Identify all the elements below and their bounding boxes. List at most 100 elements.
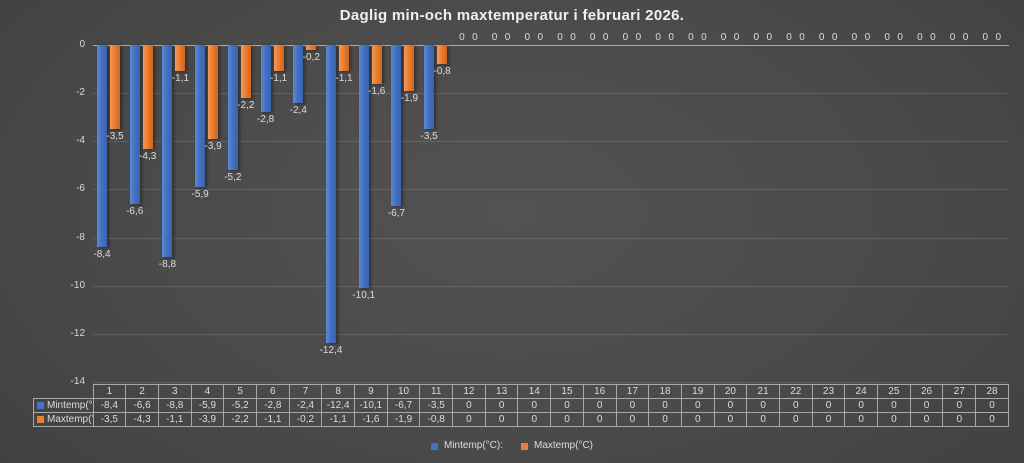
- maxtemp-value-cell: 0: [550, 412, 584, 427]
- mintemp-value-cell: 0: [811, 398, 846, 413]
- day-number-cell: 9: [354, 384, 388, 399]
- day-number-cell: 25: [877, 384, 911, 399]
- mintemp-data-label: 0: [589, 32, 596, 43]
- mintemp-value-cell: -6,6: [125, 398, 159, 413]
- mintemp-bar: [162, 45, 173, 257]
- mintemp-value-cell: -8,8: [157, 398, 192, 413]
- mintemp-data-label: 0: [688, 32, 694, 43]
- mintemp-value-cell: -3,5: [419, 398, 454, 413]
- mintemp-value-cell: 0: [550, 398, 584, 413]
- mintemp-value-cell: 0: [648, 398, 682, 413]
- chart-title: Daglig min-och maxtemperatur i februari …: [339, 7, 685, 24]
- legend-label-maxtemp: Maxtemp(°C): [534, 440, 594, 451]
- mintemp-value-cell: 0: [975, 398, 1009, 413]
- day-number-cell: 20: [713, 384, 748, 399]
- day-number-cell: 13: [484, 384, 519, 399]
- maxtemp-data-label: 0: [701, 32, 707, 43]
- maxtemp-data-label: -2,2: [237, 99, 255, 111]
- y-axis-tick-label: -2: [76, 87, 85, 99]
- mintemp-data-label: 0: [917, 32, 923, 43]
- legend: Mintemp(°C): Maxtemp(°C): [0, 440, 1024, 452]
- mintemp-value-cell: 0: [877, 398, 911, 413]
- mintemp-value-cell: 0: [942, 398, 977, 413]
- maxtemp-data-label: 0: [504, 32, 511, 43]
- y-gridline: [93, 333, 1009, 335]
- mintemp-data-label: 0: [491, 32, 498, 43]
- day-number-cell: 12: [452, 384, 486, 399]
- day-number-cell: 24: [844, 384, 878, 399]
- maxtemp-bar: [404, 45, 415, 91]
- y-axis-tick-label: -4: [76, 135, 85, 147]
- day-number-cell: 2: [125, 384, 159, 399]
- maxtemp-value-cell: 0: [615, 412, 650, 427]
- day-number-cell: 14: [517, 384, 552, 399]
- mintemp-value-cell: 0: [680, 398, 715, 413]
- mintemp-data-label: 0: [753, 32, 760, 43]
- maxtemp-data-label: -0,2: [302, 51, 320, 63]
- maxtemp-value-cell: 0: [909, 412, 944, 427]
- mintemp-data-label: -6,7: [387, 208, 406, 220]
- mintemp-bar: [358, 45, 369, 289]
- maxtemp-data-label: -4,3: [139, 150, 157, 162]
- mintemp-data-label: -5,9: [191, 189, 209, 201]
- day-number-cell: 16: [582, 384, 617, 399]
- maxtemp-bar: [175, 45, 186, 72]
- maxtemp-value-cell: -3,5: [92, 412, 127, 427]
- maxtemp-bar: [273, 45, 284, 72]
- maxtemp-data-label: -1,1: [269, 73, 288, 85]
- y-gridline: [93, 141, 1009, 143]
- mintemp-data-label: 0: [655, 32, 661, 43]
- y-gridline: [93, 285, 1009, 287]
- data-table: 1 2 3 4 5 6 7 8 9 10 11 12 13 14 15 16 17 18 19 20 21 22 23 24 2…: [33, 384, 1009, 427]
- maxtemp-data-label: 0: [962, 32, 969, 43]
- maxtemp-value-cell: 0: [811, 412, 846, 427]
- maxtemp-bar: [339, 45, 349, 72]
- mintemp-bar: [424, 45, 435, 130]
- table-row: 1 2 3 4 5 6 7 8 9 10 11 12 13 14 15 16 17 18 19 20 21 22 23 24 2…: [34, 384, 1009, 399]
- y-axis-tick-label: -8: [76, 231, 85, 243]
- y-gridline: [93, 93, 1009, 95]
- maxtemp-data-label: 0: [668, 32, 674, 43]
- day-number-cell: 26: [909, 384, 944, 399]
- maxtemp-value-cell: -4,3: [125, 412, 159, 427]
- maxtemp-bar: [208, 45, 219, 139]
- mintemp-data-label: 0: [557, 32, 563, 43]
- mintemp-data-label: -6,6: [126, 205, 144, 217]
- maxtemp-value-cell: -1,1: [157, 412, 192, 427]
- y-gridline: [93, 237, 1009, 239]
- maxtemp-data-label: -3,9: [204, 140, 222, 152]
- maxtemp-value-cell: 0: [942, 412, 977, 427]
- mintemp-value-cell: -2,8: [255, 398, 290, 413]
- y-gridline: [93, 189, 1009, 191]
- maxtemp-value-cell: -1,6: [354, 412, 388, 427]
- day-number-cell: 11: [419, 384, 454, 399]
- day-number-cell: 3: [157, 384, 192, 399]
- maxtemp-data-label: -0,8: [433, 66, 451, 78]
- mintemp-bar: [227, 45, 238, 171]
- mintemp-bar: [97, 45, 107, 248]
- mintemp-data-label: 0: [851, 32, 858, 43]
- maxtemp-series-swatch-icon: [521, 442, 528, 450]
- y-axis-tick-label: -10: [70, 279, 85, 291]
- maxtemp-data-label: 0: [799, 32, 805, 43]
- mintemp-value-cell: -12,4: [321, 398, 355, 413]
- day-number-cell: 15: [550, 384, 584, 399]
- mintemp-value-cell: -5,2: [223, 398, 257, 413]
- maxtemp-value-cell: 0: [648, 412, 682, 427]
- mintemp-data-label: 0: [818, 32, 825, 43]
- mintemp-data-label: 0: [786, 32, 792, 43]
- maxtemp-data-label: 0: [472, 32, 478, 43]
- mintemp-series-swatch-icon: [430, 442, 438, 450]
- maxtemp-value-cell: 0: [975, 412, 1009, 427]
- day-number-cell: 6: [255, 384, 290, 399]
- mintemp-data-label: -8,4: [93, 249, 111, 261]
- day-number-cell: 7: [288, 384, 323, 399]
- day-number-cell: 22: [778, 384, 813, 399]
- mintemp-data-label: -10,1: [352, 290, 376, 302]
- maxtemp-data-label: 0: [864, 32, 871, 43]
- maxtemp-data-label: -3,5: [106, 131, 124, 143]
- mintemp-data-label: 0: [459, 32, 465, 43]
- maxtemp-data-label: 0: [733, 32, 740, 43]
- mintemp-row-header: Mintemp(°C):: [33, 398, 94, 413]
